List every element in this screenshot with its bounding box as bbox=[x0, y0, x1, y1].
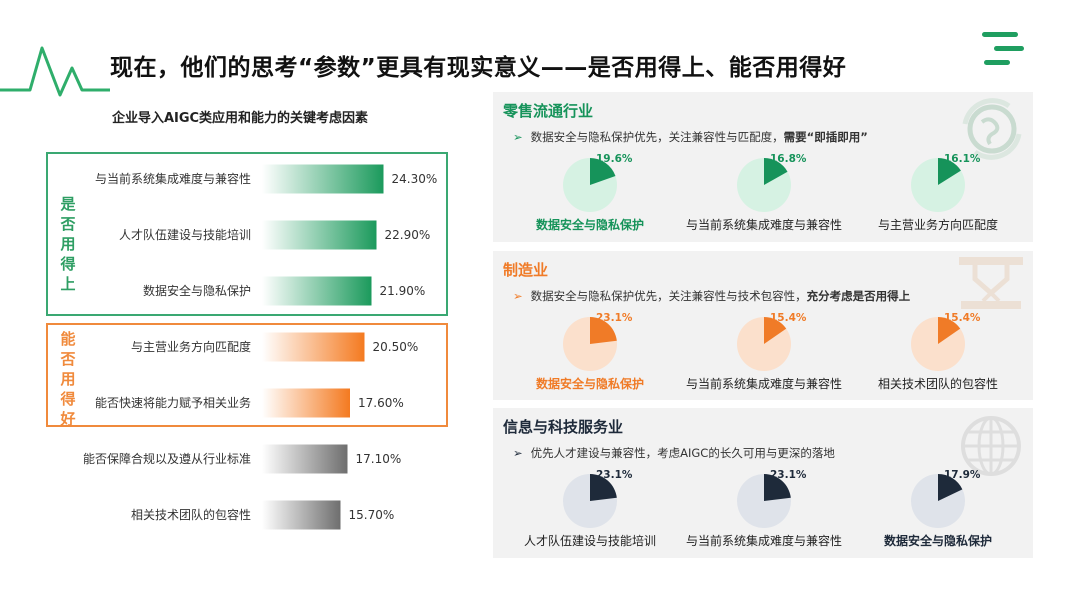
pie-percent-label: 16.8% bbox=[770, 153, 807, 165]
retail-panel: 零售流通行业 ➢ 数据安全与隐私保护优先，关注兼容性与匹配度，需要“即插即用” 1… bbox=[493, 92, 1033, 242]
pie-chart bbox=[563, 474, 617, 528]
key-factors-bar-chart: 与当前系统集成难度与兼容性 24.30% 人才队伍建设与技能培训 22.90% 数据安全… bbox=[83, 164, 438, 530]
bar bbox=[262, 388, 350, 418]
bar-value-label: 17.60% bbox=[358, 396, 404, 410]
bar bbox=[262, 276, 372, 306]
pie-percent-label: 17.9% bbox=[944, 469, 981, 481]
bar bbox=[262, 500, 341, 530]
globe-grid-icon bbox=[961, 416, 1021, 476]
pie-value-slice bbox=[590, 317, 617, 344]
bar-value-label: 15.70% bbox=[349, 508, 395, 522]
pie-value-slice bbox=[764, 474, 791, 501]
pie-percent-label: 19.6% bbox=[596, 153, 633, 165]
pie-percent-label: 23.1% bbox=[596, 469, 633, 481]
retail-note: ➢ 数据安全与隐私保护优先，关注兼容性与匹配度，需要“即插即用” bbox=[513, 130, 868, 144]
pie-category-label: 数据安全与隐私保护 bbox=[535, 377, 644, 391]
pie-category-label: 与主营业务方向匹配度 bbox=[877, 218, 998, 232]
usable-group-frame: 是否用得上 bbox=[46, 152, 448, 316]
pie-value-slice bbox=[590, 474, 617, 501]
bar-value-label: 17.10% bbox=[356, 452, 402, 466]
bar-value-label: 20.50% bbox=[373, 340, 419, 354]
bar-category-label: 能否保障合规以及遵从行业标准 bbox=[83, 451, 251, 466]
useful-group-label: 能否用得好 bbox=[60, 330, 76, 428]
robot-arm-icon bbox=[959, 257, 1023, 309]
pie-chart bbox=[737, 158, 791, 212]
pie-chart bbox=[911, 158, 965, 212]
pie-category-label: 数据安全与隐私保护 bbox=[535, 218, 644, 232]
bar-value-label: 21.90% bbox=[380, 284, 426, 298]
pie-chart bbox=[911, 474, 965, 528]
bullet-arrow-icon: ➢ bbox=[513, 446, 523, 460]
pie-percent-label: 16.1% bbox=[944, 153, 981, 165]
pie-percent-label: 15.4% bbox=[944, 312, 981, 324]
heartbeat-line-icon bbox=[0, 46, 110, 97]
pie-chart bbox=[737, 317, 791, 371]
pie-category-label: 相关技术团队的包容性 bbox=[877, 377, 998, 391]
bar-category-label: 与当前系统集成难度与兼容性 bbox=[95, 171, 251, 186]
pie-category-label: 与当前系统集成难度与兼容性 bbox=[685, 377, 842, 391]
bullet-arrow-icon: ➢ bbox=[513, 130, 523, 144]
pie-percent-label: 15.4% bbox=[770, 312, 807, 324]
pie-percent-label: 23.1% bbox=[596, 312, 633, 324]
pie-value-slice bbox=[938, 158, 961, 185]
pie-chart bbox=[737, 474, 791, 528]
bar-value-label: 22.90% bbox=[385, 228, 431, 242]
retail-panel-title: 零售流通行业 bbox=[503, 102, 594, 120]
pie-value-slice bbox=[938, 474, 963, 501]
it-services-panel: 信息与科技服务业 ➢ 优先人才建设与兼容性，考虑AIGC的长久可用与更深的落地 2… bbox=[493, 408, 1033, 558]
bar bbox=[262, 164, 384, 194]
brand-logo-icon bbox=[982, 32, 1024, 65]
useful-group-frame: 能否用得好 bbox=[46, 323, 448, 428]
it-services-note: ➢ 优先人才建设与兼容性，考虑AIGC的长久可用与更深的落地 bbox=[513, 446, 835, 460]
manufacturing-panel-title: 制造业 bbox=[503, 261, 549, 279]
pie-value-slice bbox=[764, 317, 787, 344]
bar-category-label: 能否快速将能力赋予相关业务 bbox=[95, 395, 251, 410]
pie-percent-label: 23.1% bbox=[770, 469, 807, 481]
bullet-arrow-icon: ➢ bbox=[513, 289, 523, 303]
usable-group-label: 是否用得上 bbox=[60, 195, 76, 293]
bar bbox=[262, 220, 377, 250]
pie-value-slice bbox=[590, 158, 616, 185]
globe-recycle-icon bbox=[962, 98, 1022, 160]
pie-chart bbox=[911, 317, 965, 371]
bar-category-label: 人才队伍建设与技能培训 bbox=[119, 227, 251, 242]
bar-value-label: 24.30% bbox=[392, 172, 438, 186]
bar-chart-title: 企业导入AIGC类应用和能力的关键考虑因素 bbox=[111, 111, 369, 126]
bar bbox=[262, 444, 348, 474]
manufacturing-note: ➢ 数据安全与隐私保护优先，关注兼容性与技术包容性，充分考虑是否用得上 bbox=[513, 289, 911, 303]
page-title: 现在，他们的思考“参数”更具有现实意义——是否用得上、能否用得好 bbox=[110, 55, 847, 81]
pie-value-slice bbox=[938, 317, 961, 344]
bar-category-label: 与主营业务方向匹配度 bbox=[131, 339, 251, 354]
pie-chart bbox=[563, 158, 617, 212]
it-services-panel-title: 信息与科技服务业 bbox=[503, 418, 624, 436]
pie-category-label: 与当前系统集成难度与兼容性 bbox=[685, 218, 842, 232]
bar-category-label: 相关技术团队的包容性 bbox=[131, 507, 251, 522]
pie-category-label: 人才队伍建设与技能培训 bbox=[523, 534, 656, 548]
pie-chart bbox=[563, 317, 617, 371]
pie-value-slice bbox=[764, 158, 788, 185]
bar bbox=[262, 332, 365, 362]
manufacturing-panel: 制造业 ➢ 数据安全与隐私保护优先，关注兼容性与技术包容性，充分考虑是否用得上 2… bbox=[493, 251, 1033, 400]
bar-category-label: 数据安全与隐私保护 bbox=[143, 283, 251, 298]
pie-category-label: 数据安全与隐私保护 bbox=[883, 534, 992, 548]
pie-category-label: 与当前系统集成难度与兼容性 bbox=[685, 534, 842, 548]
